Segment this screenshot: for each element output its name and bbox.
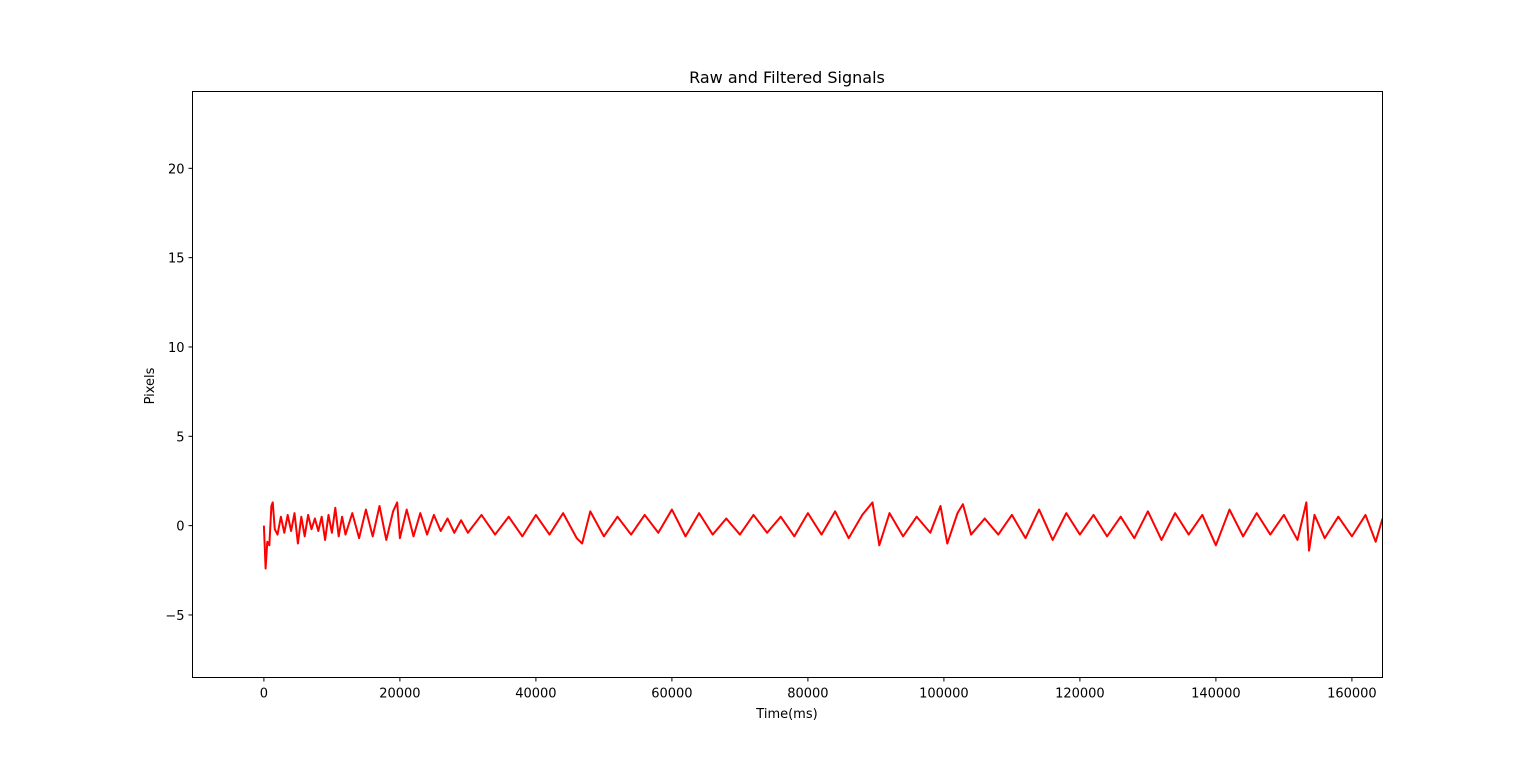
y-tick-label: 10 — [168, 341, 185, 356]
y-tick-label: 15 — [168, 252, 185, 267]
y-tick-label: 5 — [176, 430, 184, 445]
x-axis-label: Time(ms) — [755, 707, 817, 722]
x-tick-label: 80000 — [787, 687, 828, 702]
x-tick-label: 140000 — [1191, 687, 1241, 702]
chart-title: Raw and Filtered Signals — [689, 68, 885, 87]
x-tick-label: 0 — [260, 687, 268, 702]
x-tick-label: 40000 — [515, 687, 556, 702]
y-tick-label: 0 — [176, 520, 184, 535]
x-axis-ticks: 0 20000 40000 60000 80000 100000 120000 140000 1… — [260, 677, 1377, 702]
x-tick-label: 120000 — [1055, 687, 1105, 702]
y-axis-ticks: −5 0 5 10 15 20 — [165, 162, 193, 624]
x-tick-label: 60000 — [651, 687, 692, 702]
y-tick-label: 20 — [168, 162, 185, 177]
y-axis-label: Pixels — [143, 367, 158, 404]
signal-line — [262, 501, 1383, 570]
axes-frame — [192, 91, 1383, 678]
x-tick-label: 160000 — [1327, 687, 1377, 702]
x-tick-label: 100000 — [919, 687, 969, 702]
plot-area — [262, 501, 1383, 570]
y-tick-label: −5 — [165, 609, 184, 624]
x-tick-label: 20000 — [379, 687, 420, 702]
